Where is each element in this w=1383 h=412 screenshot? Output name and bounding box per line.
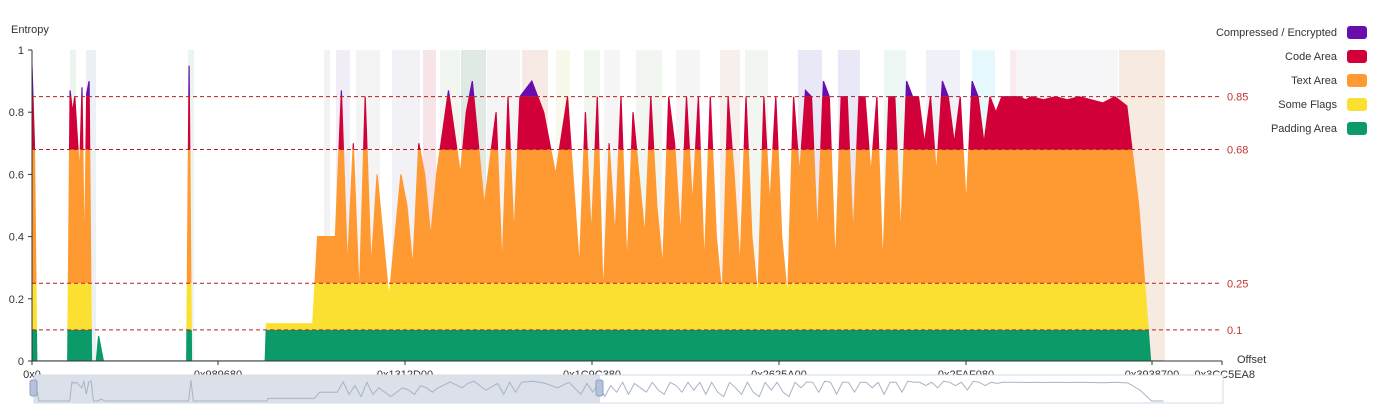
legend-swatch (1347, 98, 1367, 111)
entropy-band-area (32, 149, 1145, 284)
zoom-handle-right[interactable] (595, 379, 604, 397)
entropy-area (32, 65, 1163, 361)
y-tick-label: 0 (18, 356, 24, 368)
legend-item[interactable]: Padding Area (1271, 122, 1367, 135)
legend-label: Compressed / Encrypted (1216, 27, 1337, 39)
y-tick-label: 0.4 (9, 232, 24, 244)
y-tick-label: 0.6 (9, 169, 24, 181)
section-band (86, 50, 96, 361)
threshold-label: 0.68 (1227, 145, 1248, 157)
legend-label: Code Area (1285, 51, 1338, 63)
axes: Entropy Offset (11, 24, 1266, 366)
legend-swatch (1347, 50, 1367, 63)
legend-label: Padding Area (1271, 123, 1338, 135)
section-band (324, 50, 330, 361)
entropy-line (32, 96, 1133, 150)
threshold-label: 0.1 (1227, 325, 1242, 337)
zoom-selected-window[interactable] (34, 375, 600, 403)
threshold-label: 0.85 (1227, 92, 1248, 104)
threshold-label: 0.25 (1227, 278, 1248, 290)
legend-item[interactable]: Text Area (1291, 74, 1367, 87)
y-axis-title: Entropy (11, 24, 49, 36)
zoom-preview-line (33, 379, 1164, 402)
x-axis-title: Offset (1237, 354, 1266, 366)
legend-item[interactable]: Code Area (1285, 50, 1367, 63)
section-band (188, 50, 194, 361)
data-zoom-slider[interactable] (29, 374, 1224, 404)
threshold-lines: 0.85 0.68 0.25 0.1 (32, 92, 1248, 337)
entropy-band-area (32, 96, 1133, 150)
entropy-band-area (32, 283, 1149, 330)
legend-item[interactable]: Some Flags (1278, 98, 1367, 111)
entropy-band-area (32, 329, 1151, 361)
y-axis-ticks: 0 0.2 0.4 0.6 0.8 1 (9, 45, 32, 368)
y-tick-label: 1 (18, 45, 24, 57)
legend[interactable]: Compressed / Encrypted Code Area Text Area… (1216, 26, 1367, 135)
entropy-line (33, 149, 1146, 284)
y-tick-label: 0.8 (9, 107, 24, 119)
legend-label: Text Area (1291, 75, 1338, 87)
legend-swatch (1347, 122, 1367, 135)
zoom-handle-left[interactable] (29, 379, 38, 397)
y-tick-label: 0.2 (9, 294, 24, 306)
legend-label: Some Flags (1278, 99, 1337, 111)
legend-swatch (1347, 74, 1367, 87)
legend-swatch (1347, 26, 1367, 39)
legend-item[interactable]: Compressed / Encrypted (1216, 26, 1367, 39)
